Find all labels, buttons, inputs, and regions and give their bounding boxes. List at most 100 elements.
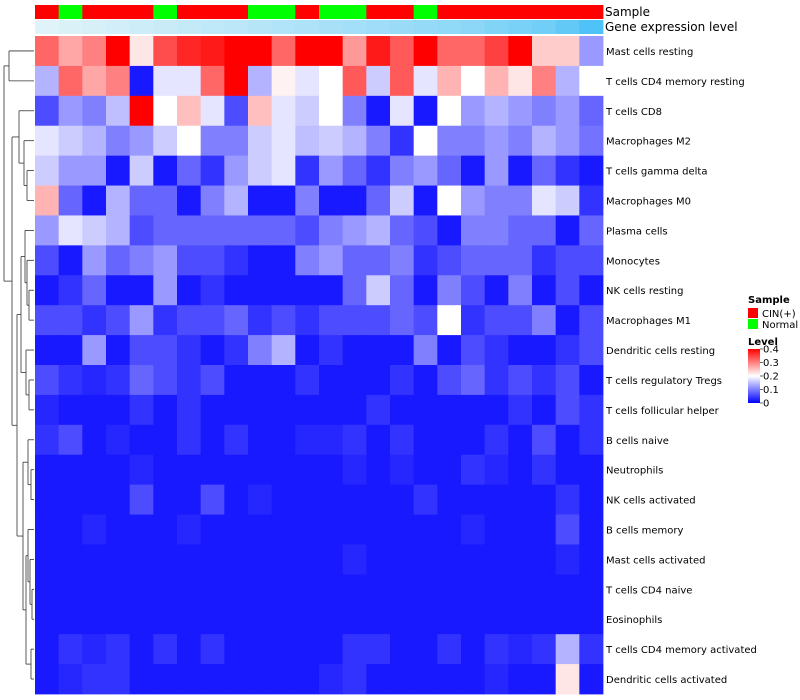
legend-item-label: Normal — [762, 320, 798, 331]
heatmap-cell — [153, 484, 178, 515]
heatmap-cell — [82, 275, 107, 306]
heatmap-cell — [532, 454, 557, 486]
heatmap-cell — [177, 574, 202, 605]
heatmap-cell — [58, 155, 83, 186]
heatmap-cell — [555, 155, 580, 186]
heatmap-cell — [177, 95, 202, 127]
heatmap-cell — [200, 544, 225, 575]
heatmap-cell — [366, 544, 391, 575]
heatmap-cell — [248, 95, 273, 127]
heatmap-cell — [508, 125, 533, 157]
heatmap-cell — [106, 155, 131, 186]
heatmap-cell — [35, 65, 60, 97]
heatmap-cell — [532, 305, 557, 336]
heatmap-cell — [319, 394, 344, 426]
heatmap-cell — [508, 424, 533, 456]
heatmap-cell — [437, 155, 462, 186]
heatmap-cell — [177, 155, 202, 186]
heatmap-cell — [106, 514, 131, 545]
heatmap-cell — [532, 634, 557, 665]
heatmap-cell — [390, 215, 415, 246]
heatmap-cell — [366, 365, 391, 396]
heatmap-cell — [579, 454, 604, 486]
heatmap-cell — [532, 365, 557, 396]
heatmap-cell — [295, 544, 320, 575]
heatmap-cell — [319, 185, 344, 216]
heatmap-cell — [532, 484, 557, 515]
row-label: NK cells activated — [606, 496, 696, 507]
heatmap-cell — [484, 634, 509, 665]
heatmap-cell — [532, 544, 557, 575]
sample-annotation-cell — [153, 5, 178, 19]
heatmap-cell — [35, 394, 60, 426]
heatmap-cell — [82, 604, 107, 635]
heatmap-cell — [390, 664, 415, 695]
heatmap-cell — [461, 245, 486, 276]
heatmap-cell — [532, 574, 557, 605]
heatmap-cell — [366, 454, 391, 486]
heatmap-cell — [342, 275, 367, 306]
gene-annotation-cell — [200, 20, 225, 34]
heatmap-cell — [58, 664, 83, 695]
heatmap-cell — [129, 664, 154, 695]
heatmap-cell — [390, 574, 415, 605]
heatmap-cell — [319, 155, 344, 186]
heatmap-cell — [177, 36, 202, 67]
heatmap-cell — [177, 335, 202, 366]
heatmap-cell — [153, 365, 178, 396]
heatmap-cell — [129, 634, 154, 665]
gene-annotation-cell — [177, 20, 202, 34]
heatmap-cell — [129, 335, 154, 366]
heatmap-cell — [177, 604, 202, 635]
heatmap-cell — [366, 305, 391, 336]
heatmap-cell — [390, 65, 415, 97]
heatmap-cell — [413, 95, 438, 127]
sample-annotation-cell — [106, 5, 131, 19]
heatmap-cell — [579, 365, 604, 396]
heatmap-cell — [129, 125, 154, 157]
heatmap-cell — [484, 245, 509, 276]
heatmap-cell — [461, 454, 486, 486]
heatmap-cell — [555, 664, 580, 695]
heatmap-cell — [177, 365, 202, 396]
gene-annotation-cell — [484, 20, 509, 34]
gene-annotation-label: Gene expression level — [605, 20, 738, 34]
heatmap-cell — [224, 36, 249, 67]
heatmap-cell — [82, 36, 107, 67]
legend-tick-label: 0.3 — [763, 358, 779, 369]
heatmap-cell — [58, 36, 83, 67]
heatmap-cell — [129, 454, 154, 486]
heatmap-cell — [437, 95, 462, 127]
heatmap-cell — [153, 454, 178, 486]
heatmap-cell — [461, 185, 486, 216]
heatmap-cell — [248, 544, 273, 575]
heatmap-cell — [106, 215, 131, 246]
heatmap-cell — [295, 634, 320, 665]
heatmap-cell — [200, 305, 225, 336]
heatmap-cell — [366, 484, 391, 515]
heatmap-cell — [532, 394, 557, 426]
legend-tick-label: 0 — [763, 399, 769, 410]
heatmap-cell — [271, 185, 296, 216]
heatmap-cell — [555, 275, 580, 306]
heatmap-cell — [129, 65, 154, 97]
heatmap-cell — [271, 335, 296, 366]
heatmap-cell — [579, 155, 604, 186]
heatmap-cell — [461, 664, 486, 695]
heatmap-cell — [58, 185, 83, 216]
gene-annotation-cell — [153, 20, 178, 34]
heatmap-cell — [106, 544, 131, 575]
heatmap-cell — [224, 155, 249, 186]
heatmap-cell — [366, 215, 391, 246]
heatmap-cell — [177, 245, 202, 276]
heatmap-cell — [413, 574, 438, 605]
sample-annotation-cell — [579, 5, 604, 19]
heatmap-cell — [82, 305, 107, 336]
heatmap-cell — [200, 95, 225, 127]
gene-expression-annotation-bar — [35, 20, 604, 34]
heatmap-cell — [437, 36, 462, 67]
heatmap-cell — [413, 484, 438, 515]
heatmap-cell — [437, 215, 462, 246]
heatmap-cell — [200, 574, 225, 605]
heatmap-cell — [153, 424, 178, 456]
